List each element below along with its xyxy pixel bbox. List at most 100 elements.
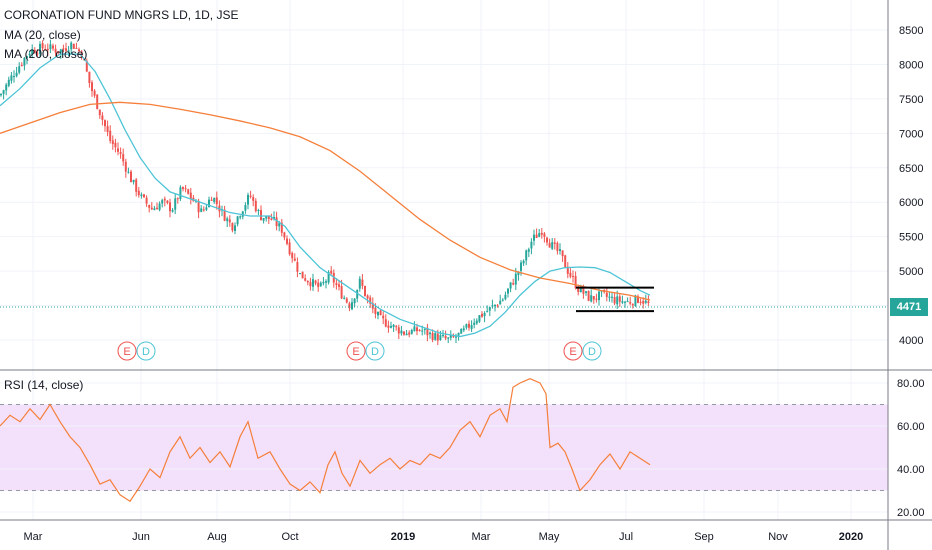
time-tick-label: Mar [472,531,491,543]
candle-body [522,260,525,264]
time-tick-label: Jun [132,531,150,543]
candle-body [509,282,512,289]
candle-body [161,200,164,204]
price-tick-label: 8500 [899,25,923,37]
candle-body [148,204,151,208]
time-tick-label: Jul [619,531,633,543]
candle-body [395,326,398,328]
candle-body [644,300,647,303]
rsi-tick-label: 40.00 [897,464,925,476]
time-tick-label: Aug [207,531,227,543]
candle-body [514,273,517,285]
candle-body [62,48,65,50]
candle-body [436,333,439,341]
candle-body [325,281,327,283]
candle-body [403,331,405,335]
candle-body [239,216,242,218]
candle-body [608,296,611,298]
dividend-marker-label: D [142,346,150,358]
candle-body [213,197,216,202]
candle-body [501,299,504,301]
candle-body [13,76,15,78]
candle-body [80,51,83,58]
candle-body [491,305,494,307]
candle-body [538,233,541,237]
candle-body [52,45,54,49]
last-price-tag: 4471 [890,298,928,316]
candle-body [551,242,554,249]
candle-body [210,199,213,201]
candle-body [114,142,117,148]
candle-body [486,311,489,313]
candle-body [543,233,546,237]
candle-body [572,276,574,278]
candle-body [439,335,442,341]
candle-body [70,42,73,50]
time-tick-label: Nov [768,531,788,543]
candle-body [275,217,278,227]
candle-body [382,315,385,319]
earnings-marker [346,341,366,361]
candle-body [488,307,491,311]
time-tick-label: 2019 [391,531,415,543]
candle-body [496,305,499,307]
candle-body [447,337,450,339]
ma20-legend[interactable]: MA (20, close) [4,28,81,42]
candle-body [104,120,106,127]
candle-body [226,218,229,222]
candle-body [504,294,507,300]
candle-body [410,330,413,334]
candle-body [413,326,416,332]
candle-body [605,292,608,297]
candle-body [67,50,70,52]
candle-body [559,249,561,252]
rsi-tick-label: 80.00 [897,378,925,390]
candle-body [132,179,135,183]
candle-body [465,324,468,328]
rsi-tick-label: 20.00 [897,507,925,519]
candle-body [127,171,130,173]
candle-body [23,57,26,66]
candle-body [405,333,408,336]
ma200-line [0,101,651,301]
candle-body [109,130,112,141]
candle-body [140,194,143,197]
candle-body [322,281,325,284]
candle-body [200,208,203,212]
candle-body [179,187,182,199]
dividend-marker [582,341,602,361]
candle-body [174,198,177,210]
candle-body [36,53,39,55]
rsi-legend[interactable]: RSI (14, close) [4,378,84,392]
candle-body [481,313,483,317]
candle-body [366,295,369,299]
ma200-legend[interactable]: MA (200, close) [4,47,88,61]
candle-body [205,207,208,210]
candle-body [429,332,431,335]
candle-body [418,329,421,331]
candle-body [598,291,600,301]
candle-body [384,319,387,327]
candle-body [566,266,569,274]
time-tick-label: Oct [281,531,298,543]
candle-body [143,194,145,198]
candle-body [286,238,288,244]
candle-body [595,298,598,300]
candle-body [577,287,580,292]
candle-body [338,284,340,287]
candle-body [611,296,613,298]
candle-body [247,195,249,205]
candle-body [145,197,148,204]
candle-body [169,202,171,212]
candle-body [442,334,444,336]
candle-body [431,332,434,341]
candle-body [314,280,317,284]
candle-body [299,273,301,275]
earnings-marker-label: E [352,346,359,358]
candle-body [546,237,548,243]
candle-body [556,242,559,251]
candle-body [182,187,184,189]
candle-body [517,271,520,275]
candle-body [135,179,138,192]
